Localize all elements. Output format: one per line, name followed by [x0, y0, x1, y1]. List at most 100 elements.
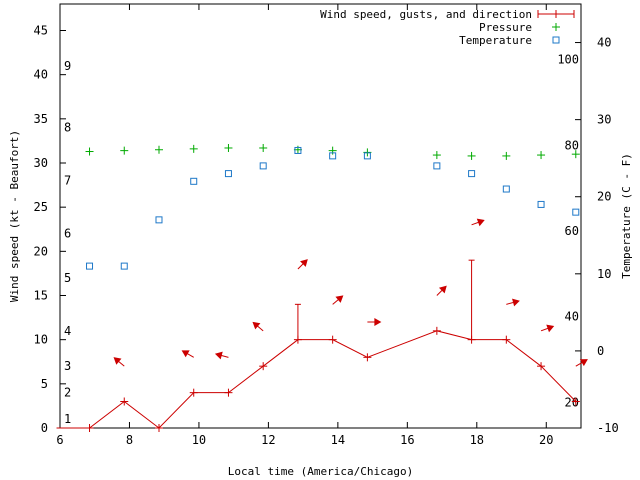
wind-speed-point: [259, 362, 268, 371]
wind-direction-arrow: [436, 285, 447, 296]
legend-label: Wind speed, gusts, and direction: [320, 8, 532, 21]
beaufort-label: 5: [64, 271, 71, 285]
legend-swatch-temperature: [552, 36, 560, 44]
temperature-point: [329, 152, 337, 160]
y-axis-label-left: Wind speed (kt - Beaufort): [8, 130, 21, 302]
y-left-tick-label: 0: [41, 421, 48, 435]
series-group: [56, 143, 588, 432]
arrow-head: [579, 359, 588, 367]
temperature-point: [363, 152, 371, 160]
arrow-head: [476, 218, 485, 227]
arrow-head: [113, 357, 122, 365]
pressure-point: [432, 151, 441, 160]
arrow-head: [374, 318, 382, 326]
pressure-point: [502, 151, 511, 160]
arrow-head: [512, 298, 520, 307]
pressure-point: [259, 143, 268, 152]
y-right-tick-label: 10: [597, 267, 611, 281]
y-left-tick-label: 40: [34, 68, 48, 82]
legend-swatch-pressure: [552, 23, 560, 31]
y-axis-label-right: Temperature (C - F): [620, 153, 633, 279]
axes-group: 6 8 10 12 14 16 18 20051015202530354045-1001020…: [34, 3, 619, 447]
beaufort-label: 6: [64, 227, 71, 241]
wind-speed-line: [56, 330, 577, 429]
x-tick-label: 16: [400, 433, 414, 447]
wind-direction-arrow: [367, 318, 382, 326]
plot-frame: [59, 3, 582, 429]
arrow-head: [181, 350, 190, 358]
wind-speed-point: [537, 362, 546, 371]
pressure-point: [85, 147, 94, 156]
fahrenheit-label: 40: [565, 310, 579, 324]
wind-direction-arrow: [332, 295, 344, 305]
x-tick-label: 20: [539, 433, 553, 447]
arrow-head: [438, 285, 447, 294]
wind-speed-point: [432, 326, 441, 335]
wind-direction-arrow: [575, 359, 588, 367]
wind-direction-arrow: [181, 350, 194, 358]
legend-label: Temperature: [459, 34, 532, 47]
arrow-head: [335, 295, 344, 303]
wind-speed-point: [85, 424, 94, 432]
beaufort-label: 8: [64, 121, 71, 135]
wind-direction-arrow: [540, 324, 555, 333]
y-left-tick-label: 30: [34, 156, 48, 170]
arrow-head: [546, 324, 555, 333]
beaufort-label: 4: [64, 324, 71, 338]
y-left-tick-label: 15: [34, 289, 48, 303]
y-left-tick-label: 5: [41, 377, 48, 391]
temperature-point: [155, 216, 163, 224]
wind-direction-arrow: [506, 298, 520, 307]
arrow-head: [214, 351, 223, 360]
beaufort-label: 7: [64, 174, 71, 188]
fahrenheit-label: 100: [557, 53, 579, 67]
temperature-point: [468, 170, 476, 178]
y-left-tick-label: 20: [34, 244, 48, 258]
wind-speed-point: [224, 388, 233, 397]
wind-speed-point: [571, 397, 580, 406]
wind-direction-arrow: [297, 259, 308, 270]
temperature-point: [294, 146, 302, 154]
legend-label: Pressure: [479, 21, 532, 34]
pressure-point: [537, 151, 546, 160]
wind-speed-point: [363, 353, 372, 362]
pressure-point: [189, 144, 198, 153]
pressure-point: [224, 143, 233, 152]
y-right-tick-label: 0: [597, 344, 604, 358]
temperature-point: [537, 200, 545, 208]
arrow-head: [252, 321, 261, 330]
y-right-tick-label: 40: [597, 36, 611, 50]
temperature-point: [433, 162, 441, 170]
fahrenheit-label: 60: [565, 224, 579, 238]
y-left-tick-label: 45: [34, 24, 48, 38]
legend-swatch-wind-point: [552, 10, 560, 18]
x-tick-label: 8: [126, 433, 133, 447]
wind-direction-arrow: [214, 351, 229, 360]
beaufort-label: 1: [64, 412, 71, 426]
pressure-point: [120, 146, 129, 155]
x-tick-label: 14: [331, 433, 345, 447]
beaufort-label: 3: [64, 359, 71, 373]
y-left-tick-label: 25: [34, 200, 48, 214]
temperature-point: [86, 262, 94, 270]
beaufort-label: 9: [64, 59, 71, 73]
pressure-point: [467, 151, 476, 160]
wind-direction-arrow: [113, 357, 125, 367]
x-axis-label: Local time (America/Chicago): [228, 465, 413, 478]
y-right-tick-label: 30: [597, 113, 611, 127]
x-tick-label: 10: [192, 433, 206, 447]
wind-speed-point: [328, 335, 337, 344]
pressure-point: [571, 150, 580, 159]
fahrenheit-label: 80: [565, 138, 579, 152]
wind-direction-arrow: [252, 321, 264, 332]
temperature-point: [224, 170, 232, 178]
temperature-point: [502, 185, 510, 193]
wind-speed-point: [502, 335, 511, 344]
x-tick-label: 6: [56, 433, 63, 447]
temperature-point: [572, 208, 580, 216]
temperature-point: [259, 162, 267, 170]
wind-speed-point: [120, 397, 129, 406]
temperature-point: [190, 177, 198, 185]
arrow-head: [300, 259, 308, 267]
